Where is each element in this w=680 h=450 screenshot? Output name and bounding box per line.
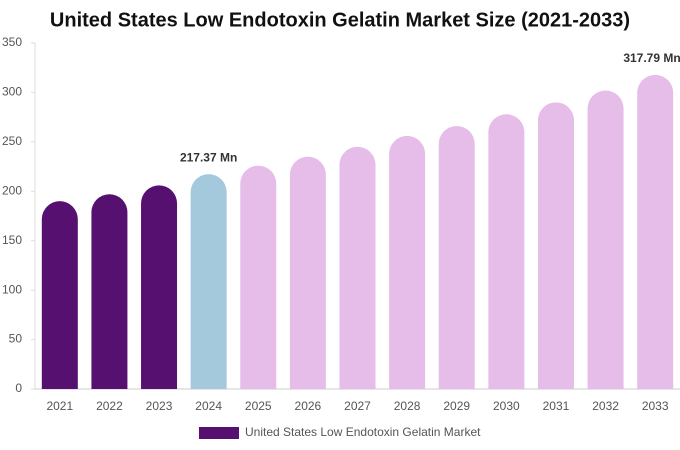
bar — [637, 74, 674, 389]
y-tick-label: 150 — [2, 233, 22, 247]
bar — [389, 135, 426, 389]
legend-swatch — [199, 427, 239, 439]
y-tick-label: 300 — [2, 85, 22, 99]
bar — [41, 201, 78, 389]
y-tick-label: 250 — [2, 134, 22, 148]
x-tick-label: 2027 — [344, 399, 371, 413]
x-tick-label: 2031 — [543, 399, 570, 413]
bar — [438, 126, 475, 390]
bar — [190, 174, 227, 389]
bar — [91, 194, 128, 389]
x-tick-label: 2032 — [592, 399, 619, 413]
y-tick-label: 100 — [2, 282, 22, 296]
chart-title: United States Low Endotoxin Gelatin Mark… — [50, 9, 630, 31]
y-tick-label: 50 — [9, 332, 23, 346]
bar — [537, 102, 574, 390]
x-tick-label: 2025 — [245, 399, 272, 413]
y-tick-label: 0 — [15, 381, 22, 395]
y-tick-label: 350 — [2, 35, 22, 49]
bar — [488, 114, 525, 389]
y-tick-label: 200 — [2, 183, 22, 197]
bar — [587, 90, 624, 390]
x-tick-label: 2028 — [394, 399, 421, 413]
x-tick-label: 2033 — [642, 399, 669, 413]
data-label: 317.79 Mn — [623, 51, 680, 65]
x-tick-label: 2029 — [443, 399, 470, 413]
x-tick-label: 2022 — [96, 399, 123, 413]
x-tick-label: 2026 — [295, 399, 322, 413]
bar — [141, 185, 178, 389]
data-label: 217.37 Mn — [180, 150, 237, 164]
x-tick-label: 2023 — [146, 399, 173, 413]
bar — [289, 156, 326, 389]
legend-label: United States Low Endotoxin Gelatin Mark… — [245, 425, 481, 439]
x-tick-label: 2030 — [493, 399, 520, 413]
x-tick-label: 2024 — [195, 399, 222, 413]
bar — [339, 146, 376, 389]
x-tick-label: 2021 — [46, 399, 73, 413]
bar — [240, 165, 277, 389]
